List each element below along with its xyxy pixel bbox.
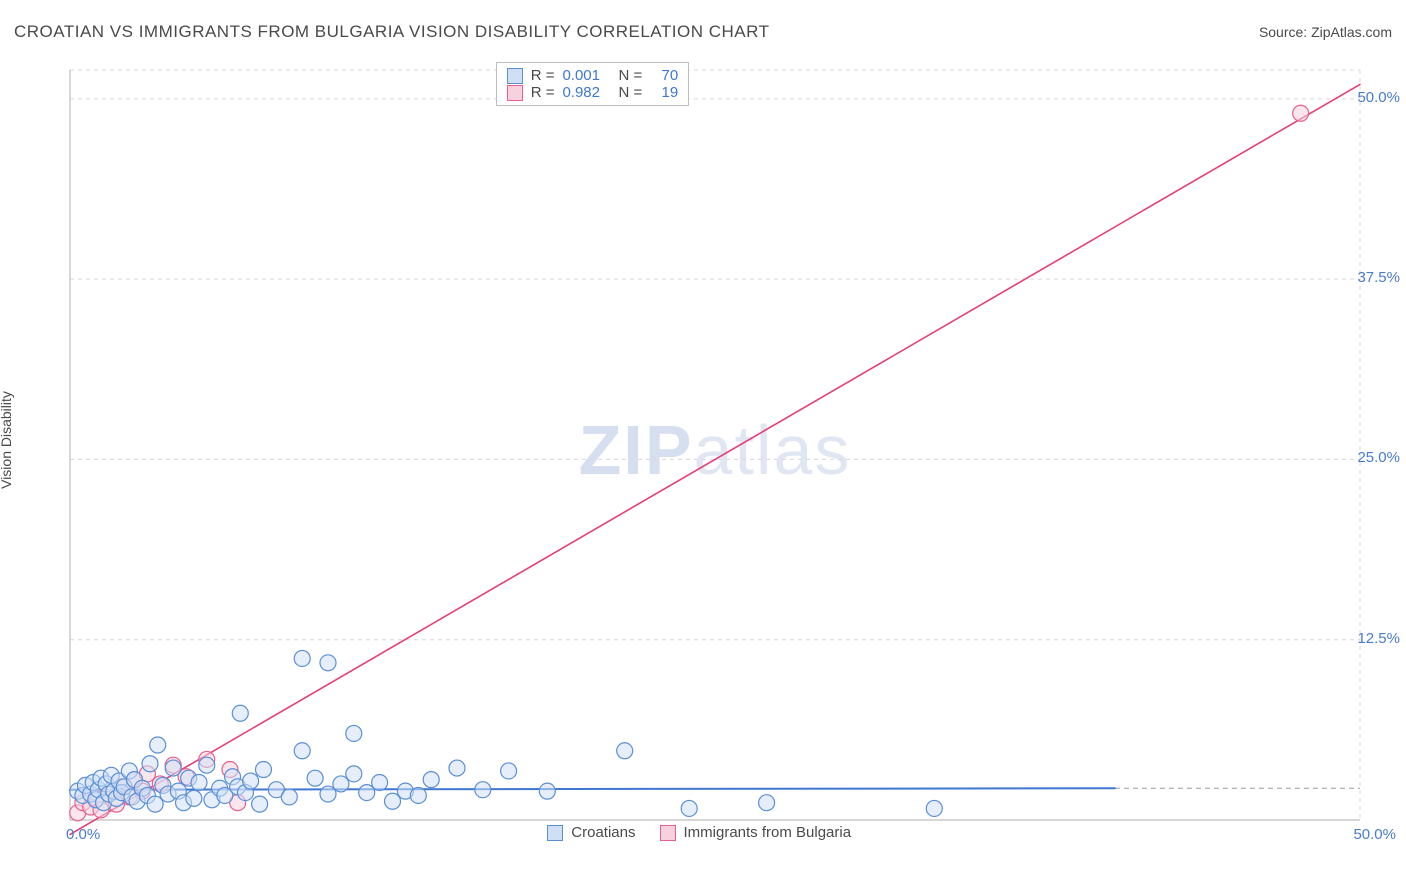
correlation-legend: R =0.001N =70R =0.982N =19	[496, 62, 690, 106]
chart-area: ZIPatlas	[50, 60, 1380, 840]
series-legend-label: Croatians	[571, 824, 635, 841]
scatter-plot-svg	[50, 60, 1380, 840]
y-tick-label: 37.5%	[1357, 269, 1400, 286]
y-tick-label: 12.5%	[1357, 630, 1400, 647]
legend-swatch	[660, 825, 676, 841]
y-axis-label: Vision Disability	[0, 391, 14, 489]
chart-header: CROATIAN VS IMMIGRANTS FROM BULGARIA VIS…	[14, 22, 1392, 42]
source-attribution: Source: ZipAtlas.com	[1259, 24, 1392, 40]
x-tick-label: 0.0%	[66, 826, 100, 843]
correlation-legend-row: R =0.982N =19	[507, 84, 679, 101]
y-tick-label: 25.0%	[1357, 449, 1400, 466]
legend-swatch	[507, 68, 523, 84]
x-tick-label: 50.0%	[1353, 826, 1396, 843]
series-legend: Croatians Immigrants from Bulgaria	[547, 824, 851, 841]
legend-swatch	[547, 825, 563, 841]
y-tick-label: 50.0%	[1357, 89, 1400, 106]
series-legend-label: Immigrants from Bulgaria	[684, 824, 852, 841]
legend-swatch	[507, 85, 523, 101]
series-legend-item: Immigrants from Bulgaria	[660, 824, 852, 841]
correlation-legend-row: R =0.001N =70	[507, 67, 679, 84]
chart-title: CROATIAN VS IMMIGRANTS FROM BULGARIA VIS…	[14, 22, 769, 42]
series-legend-item: Croatians	[547, 824, 635, 841]
